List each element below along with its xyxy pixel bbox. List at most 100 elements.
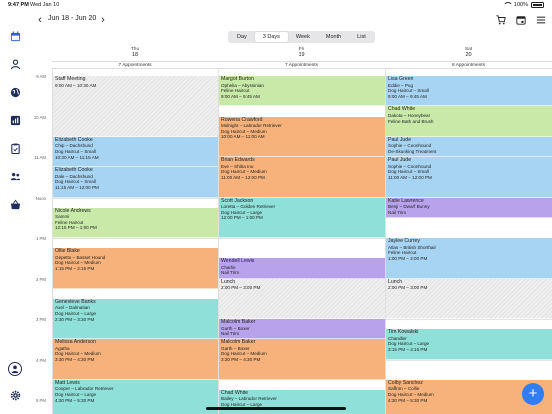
appointment-title: Chad White bbox=[388, 106, 416, 113]
appointment-detail: Gepetto – Basset Hound bbox=[55, 254, 106, 260]
appointment-detail: 11:00 AM – 12:00 PM bbox=[221, 174, 265, 180]
appointment-count: 8 Appointments bbox=[385, 61, 552, 69]
appointment-title: Chad White bbox=[221, 389, 249, 396]
view-switcher: Day 3 Days Week Month List bbox=[228, 31, 375, 43]
day-header[interactable]: Fri 19 7 Appointments bbox=[218, 46, 385, 70]
appointment-block[interactable]: Elizabeth Cooke Chip – Dachshund Dog Hairc… bbox=[53, 136, 218, 168]
menu-icon[interactable] bbox=[535, 14, 546, 25]
appointment-detail: 9:00 AM – 9:45 AM bbox=[221, 93, 260, 99]
appointment-detail: Garth – Boxer bbox=[221, 345, 250, 351]
appointment-block[interactable]: Chad White Dakota – Honeybear Feline Bath … bbox=[386, 106, 552, 137]
appointment-block[interactable]: Lisa Green Eddie – Pug Dog Haircut – Small… bbox=[386, 76, 552, 107]
appointment-title: Matt Lewis bbox=[55, 379, 80, 386]
appointment-detail: Sammi bbox=[55, 214, 70, 220]
appointment-block[interactable]: Chad White Bailey – Labrador Retriever Dog… bbox=[219, 389, 385, 414]
day-of-week: Thu bbox=[130, 47, 140, 52]
home-indicator bbox=[206, 407, 346, 410]
appointment-detail: Dog Haircut – Medium bbox=[221, 169, 267, 175]
basket-icon[interactable] bbox=[9, 198, 22, 211]
appointment-detail: Midnight – Labrador Retriever bbox=[221, 123, 282, 129]
appointment-block[interactable]: Scott Jackson Loretta – Golden Retriever D… bbox=[219, 197, 385, 238]
calendar-icon[interactable] bbox=[9, 30, 22, 43]
add-appointment-button[interactable]: + bbox=[522, 383, 544, 405]
column-separator bbox=[218, 70, 219, 414]
appointment-block[interactable]: Ollie Blake Gepetto – Basset Hound Dog Hai… bbox=[53, 248, 218, 289]
status-date: Wed Jan 10 bbox=[30, 2, 60, 8]
appointment-detail: Ophelia – Abyssinian bbox=[221, 82, 264, 88]
appointment-block[interactable]: Rowena Crawford Midnight – Labrador Retri… bbox=[219, 116, 385, 157]
appointment-block[interactable]: Wendell Lewis Charlie Nail Trim bbox=[219, 258, 385, 279]
hour-label: 2 PM bbox=[35, 276, 46, 282]
appointment-detail: Eve – Shiba Inu bbox=[221, 163, 254, 169]
appointment-block[interactable]: Melissa Anderson Agatha Dog Haircut – Medi… bbox=[53, 339, 218, 380]
appointment-title: Lunch bbox=[221, 278, 236, 285]
appointment-detail: 12:15 PM – 1:00 PM bbox=[55, 225, 97, 231]
appointment-title: Tim Kowalski bbox=[388, 329, 419, 336]
appointment-detail: Charlie bbox=[221, 264, 236, 270]
appointment-detail: 3:30 PM – 4:30 PM bbox=[55, 357, 95, 363]
appointment-block[interactable]: Brian Edwards Eve – Shiba Inu Dog Haircut … bbox=[219, 157, 385, 198]
appointment-block[interactable]: Paul Jude Sophie – Coonhound De-Skunking T… bbox=[386, 136, 552, 157]
column-separator bbox=[385, 70, 386, 414]
appointment-title: Ollie Blake bbox=[55, 248, 80, 255]
hour-label: 5 PM bbox=[35, 398, 46, 403]
appointment-detail: 1:15 PM – 2:15 PM bbox=[55, 265, 95, 271]
clipboard-icon[interactable] bbox=[9, 142, 22, 155]
globe-icon[interactable] bbox=[9, 86, 22, 99]
cart-icon[interactable] bbox=[495, 14, 506, 25]
appointment-block[interactable]: Jaylee Currey Atlas – British Shorthair Fe… bbox=[386, 238, 552, 279]
appointment-title: Malcolm Baker bbox=[221, 319, 256, 325]
view-tab-day[interactable]: Day bbox=[237, 34, 247, 40]
appointment-detail: 11:00 AM – 12:00 PM bbox=[388, 174, 432, 180]
appointment-block[interactable]: Lunch 2:00 PM – 3:00 PM bbox=[219, 278, 385, 319]
view-tab-week[interactable]: Week bbox=[295, 34, 310, 40]
appointment-detail: Feline Haircut bbox=[388, 250, 417, 256]
appointment-block[interactable]: Malcolm Baker Garth – Boxer Nail Trim bbox=[219, 319, 385, 340]
appointment-detail: Dog Haircut – Large bbox=[388, 341, 430, 347]
appointment-block[interactable]: Genevieve Banks Axel – Dalmatian Dog Hairc… bbox=[53, 298, 218, 340]
appointment-block[interactable]: Margot Burton Ophelia – Abyssinian Feline … bbox=[219, 76, 385, 107]
appointment-detail: Dog Haircut – Small bbox=[55, 148, 96, 154]
view-tab-3-days[interactable]: 3 Days bbox=[254, 32, 288, 42]
wifi-icon bbox=[502, 2, 513, 8]
appointment-detail: Atlas – British Shorthair bbox=[388, 244, 436, 250]
appointment-block[interactable]: Matt Lewis Cooper – Labrador Retriever Dog… bbox=[53, 379, 218, 414]
view-tab-list[interactable]: List bbox=[357, 34, 366, 40]
hour-label: 1 PM bbox=[35, 236, 46, 241]
people-icon[interactable] bbox=[9, 170, 22, 183]
appointment-block[interactable]: Tim Kowalski Chandler Dog Haircut – Large 3… bbox=[386, 329, 552, 360]
appointment-detail: Dog Haircut – Medium bbox=[221, 128, 267, 134]
appointment-detail: 3:15 PM – 4:15 PM bbox=[388, 346, 428, 352]
column-separator bbox=[52, 70, 53, 414]
day-header[interactable]: Thu 18 7 Appointments bbox=[52, 46, 218, 70]
appointment-block[interactable]: Staff Meeting 9:00 AM – 10:30 AM bbox=[53, 76, 218, 137]
top-bar: ‹ Jun 18 - Jun 20 › bbox=[31, 11, 552, 29]
appointment-block[interactable]: Elizabeth Cooke Dale – Dachshund Dog Hairc… bbox=[53, 167, 218, 198]
hour-gridline bbox=[52, 238, 552, 239]
appointment-block[interactable]: Nicole Andrews Sammi Feline Haircut 12:15 P… bbox=[53, 207, 218, 238]
appointment-detail: Dog Haircut – Small bbox=[388, 169, 429, 175]
chart-icon[interactable] bbox=[9, 114, 22, 127]
appointment-detail: Axel – Dalmatian bbox=[55, 305, 90, 311]
appointment-block[interactable]: Malcolm Baker Garth – Boxer Dog Haircut – … bbox=[219, 339, 385, 380]
hour-label: Noon bbox=[35, 195, 46, 201]
appointment-block[interactable]: Katie Lawrence Benji – Dwarf Bunny Nail Tr… bbox=[386, 197, 552, 218]
settings-icon[interactable] bbox=[9, 389, 22, 402]
day-of-week: Sat bbox=[464, 47, 473, 52]
day-number: 18 bbox=[131, 52, 139, 58]
appointment-block[interactable]: Lunch 2:00 PM – 3:00 PM bbox=[386, 278, 552, 319]
appointment-detail: Dakota – Honeybear bbox=[388, 112, 431, 118]
day-header[interactable]: Sat 20 8 Appointments bbox=[385, 46, 552, 70]
appointment-block[interactable]: Paul Jude Sophie – Coonhound Dog Haircut –… bbox=[386, 157, 552, 198]
person-icon[interactable] bbox=[9, 58, 22, 71]
day-number: 20 bbox=[465, 52, 472, 58]
sidebar bbox=[0, 11, 31, 414]
avatar-icon[interactable] bbox=[8, 362, 22, 376]
view-tab-month[interactable]: Month bbox=[325, 34, 342, 40]
chevron-right-icon[interactable]: › bbox=[101, 14, 105, 26]
chevron-left-icon[interactable]: ‹ bbox=[38, 14, 42, 26]
appointment-detail: 9:00 AM – 9:45 AM bbox=[388, 93, 427, 99]
appointment-detail: 2:30 PM – 3:30 PM bbox=[55, 316, 95, 322]
appointment-detail: 4:30 PM – 5:30 PM bbox=[55, 397, 95, 403]
calendar-today-icon[interactable] bbox=[515, 14, 526, 25]
